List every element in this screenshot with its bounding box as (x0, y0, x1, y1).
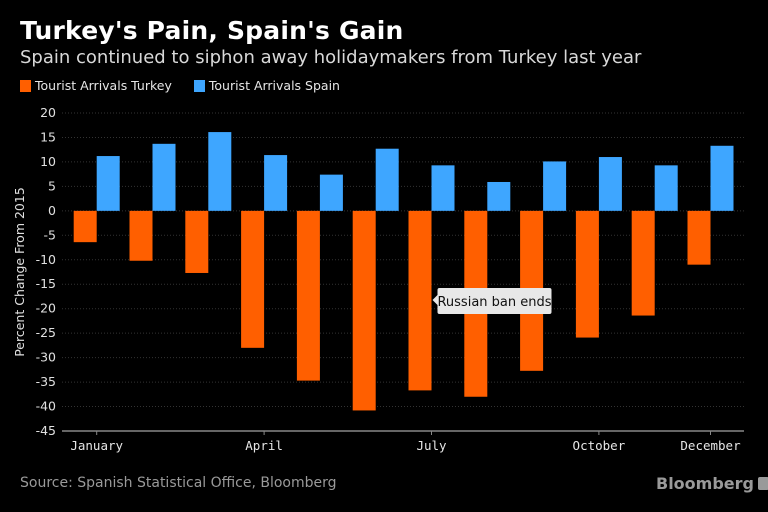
legend-item-spain: Tourist Arrivals Spain (193, 78, 340, 93)
y-tick-label: -10 (36, 252, 56, 267)
legend-label-spain: Tourist Arrivals Spain (208, 78, 340, 93)
y-tick-label: 15 (40, 129, 56, 144)
bar-turkey-november (631, 210, 655, 316)
bar-spain-february (152, 143, 176, 211)
bar-spain-january (96, 156, 120, 211)
bars (73, 132, 734, 411)
y-tick-label: -35 (36, 374, 56, 389)
bar-spain-october (598, 157, 622, 211)
annotation-box (437, 288, 552, 314)
legend-item-turkey: Tourist Arrivals Turkey (20, 78, 172, 93)
y-tick-label: -40 (36, 399, 56, 414)
y-tick-label: -5 (44, 227, 56, 242)
annotation-text: Russian ban ends (437, 295, 551, 310)
y-axis-ticks: 20 15 10 5 0 -5 -10 -15 -20 -25 -30 -35 -40 -45 (36, 105, 56, 438)
bar-spain-may (319, 174, 343, 211)
y-tick-label: 10 (40, 154, 56, 169)
y-tick-label: 20 (40, 105, 56, 120)
x-axis: January April July October December (62, 430, 744, 453)
y-tick-label: -25 (36, 325, 56, 340)
legend-swatch-turkey (20, 79, 31, 92)
y-tick-label: 0 (48, 203, 56, 218)
bar-spain-august (487, 181, 511, 211)
bar-turkey-january (73, 210, 97, 243)
brand-name: Bloomberg (656, 474, 754, 493)
x-tick-label: July (416, 438, 447, 453)
bar-spain-june (375, 148, 399, 211)
y-axis-label: Percent Change From 2015 (12, 187, 27, 357)
y-tick-label: 5 (48, 178, 56, 193)
bar-spain-september (543, 161, 567, 211)
annotation: Russian ban ends (432, 288, 552, 314)
y-tick-label: -15 (36, 276, 56, 291)
bloomberg-terminal-icon (757, 477, 768, 490)
bar-spain-november (654, 165, 678, 211)
bar-spain-april (264, 155, 288, 211)
bar-turkey-october (575, 210, 599, 338)
x-tick-label: October (573, 438, 626, 453)
bar-turkey-may (296, 210, 320, 381)
legend-swatch-spain (193, 79, 205, 92)
bar-turkey-july (408, 210, 432, 391)
y-tick-label: -45 (36, 423, 56, 438)
legend-label-turkey: Tourist Arrivals Turkey (35, 78, 172, 93)
source-note: Source: Spanish Statistical Office, Bloo… (20, 475, 337, 491)
bloomberg-logo: Bloomberg (656, 474, 768, 493)
legend: Tourist Arrivals Turkey Tourist Arrivals… (20, 78, 340, 93)
bar-turkey-february (129, 210, 153, 261)
y-tick-label: -30 (36, 350, 56, 365)
bar-turkey-december (687, 210, 711, 265)
x-tick-label: January (70, 438, 123, 453)
chart-subtitle: Spain continued to siphon away holidayma… (20, 47, 642, 68)
chart-title: Turkey's Pain, Spain's Gain (20, 16, 404, 45)
bar-turkey-june (352, 210, 376, 411)
bar-spain-july (431, 165, 455, 211)
x-tick-label: April (245, 438, 283, 453)
x-tick-label: December (680, 438, 741, 453)
bar-spain-december (710, 145, 734, 211)
bar-turkey-march (185, 210, 209, 273)
bar-turkey-april (241, 210, 265, 348)
annotation-pointer (432, 295, 438, 305)
bar-spain-march (208, 132, 232, 211)
y-tick-label: -20 (36, 301, 56, 316)
